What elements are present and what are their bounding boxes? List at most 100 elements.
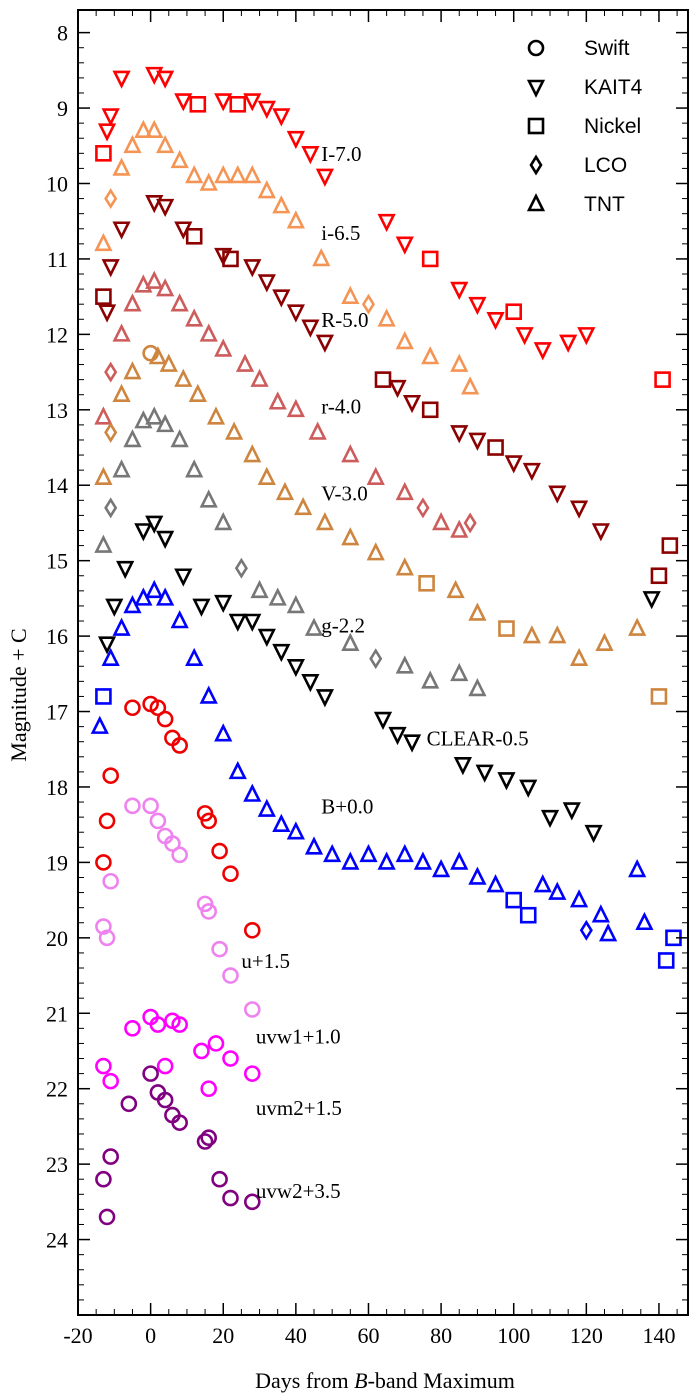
data-point	[315, 168, 335, 187]
data-point	[142, 344, 159, 362]
data-point	[200, 812, 218, 830]
data-point	[199, 172, 218, 191]
data-point	[341, 851, 360, 870]
x-tick-label: -20	[63, 1323, 92, 1348]
band-label-0: I-7.0	[321, 142, 361, 166]
data-point	[294, 496, 313, 516]
band-label-9: uvw1+1.0	[256, 1024, 341, 1048]
data-point	[234, 557, 248, 579]
data-point	[519, 906, 537, 924]
y-tick-label: 21	[46, 1001, 68, 1026]
data-point	[577, 327, 596, 346]
data-point	[446, 579, 465, 599]
data-point	[124, 699, 141, 717]
data-point	[116, 560, 135, 580]
data-point	[170, 149, 189, 169]
data-point	[522, 625, 541, 644]
data-point	[102, 1072, 119, 1090]
data-point	[650, 567, 668, 585]
data-point	[402, 394, 422, 414]
data-point	[123, 361, 142, 380]
data-point	[268, 587, 287, 606]
data-point	[112, 323, 131, 342]
data-point	[148, 346, 167, 365]
x-tick-label: 0	[145, 1323, 156, 1348]
data-point	[395, 655, 414, 674]
data-point	[171, 846, 188, 864]
data-point	[486, 311, 505, 331]
data-point	[341, 444, 360, 463]
data-point	[95, 918, 112, 935]
data-point	[170, 429, 189, 448]
data-point	[156, 530, 175, 549]
data-point	[200, 1080, 218, 1097]
data-point	[142, 797, 159, 815]
data-point	[341, 632, 360, 651]
data-point	[94, 466, 113, 485]
data-point	[101, 259, 120, 278]
data-point	[341, 285, 360, 304]
data-point	[315, 512, 335, 531]
data-point	[156, 710, 174, 728]
data-point	[98, 1208, 116, 1226]
data-point	[272, 195, 291, 214]
data-point	[468, 677, 487, 697]
data-point	[243, 1193, 261, 1211]
y-tick-label: 22	[46, 1077, 68, 1102]
data-point	[171, 737, 188, 754]
data-point	[548, 881, 567, 900]
data-point	[214, 165, 233, 184]
data-point	[468, 866, 487, 885]
data-point	[159, 353, 178, 372]
data-point	[388, 379, 407, 399]
data-point	[657, 952, 675, 969]
y-tick-label: 18	[46, 775, 68, 800]
data-point	[468, 602, 487, 621]
data-point	[174, 368, 193, 387]
data-point	[323, 843, 342, 863]
data-point	[222, 1050, 239, 1067]
data-point	[519, 779, 538, 798]
data-point	[450, 851, 469, 870]
data-point	[228, 613, 247, 632]
data-point	[272, 289, 291, 308]
data-point	[548, 625, 567, 644]
data-point	[487, 439, 504, 456]
data-point	[569, 647, 589, 667]
data-point	[214, 723, 233, 742]
legend-marker-diamond	[529, 154, 543, 176]
data-point	[377, 213, 396, 233]
data-point	[286, 304, 305, 323]
data-point	[123, 293, 142, 312]
data-point	[257, 274, 276, 293]
data-point	[369, 648, 383, 670]
data-point	[94, 534, 113, 553]
band-label-2: R-5.0	[321, 308, 368, 332]
data-point	[486, 874, 505, 893]
series-11	[95, 1065, 261, 1226]
data-point	[642, 591, 661, 610]
data-point	[134, 523, 153, 542]
x-tick-label: 80	[430, 1323, 452, 1348]
data-point	[149, 699, 167, 717]
data-point	[156, 70, 175, 89]
data-point	[257, 798, 276, 817]
data-point	[591, 523, 610, 542]
band-label-7: B+0.0	[321, 794, 373, 818]
data-point	[95, 1170, 112, 1188]
data-point	[413, 851, 433, 870]
data-point	[134, 274, 153, 293]
data-point	[97, 123, 117, 142]
data-point	[243, 444, 262, 463]
data-point	[156, 198, 175, 218]
legend-label: Swift	[584, 37, 630, 60]
band-label-8: u+1.5	[241, 949, 290, 973]
data-point	[395, 236, 414, 255]
data-point	[654, 371, 671, 388]
data-point	[112, 157, 131, 176]
data-point	[145, 515, 164, 534]
data-point	[98, 929, 116, 947]
data-point	[418, 574, 435, 592]
data-point	[599, 923, 618, 942]
